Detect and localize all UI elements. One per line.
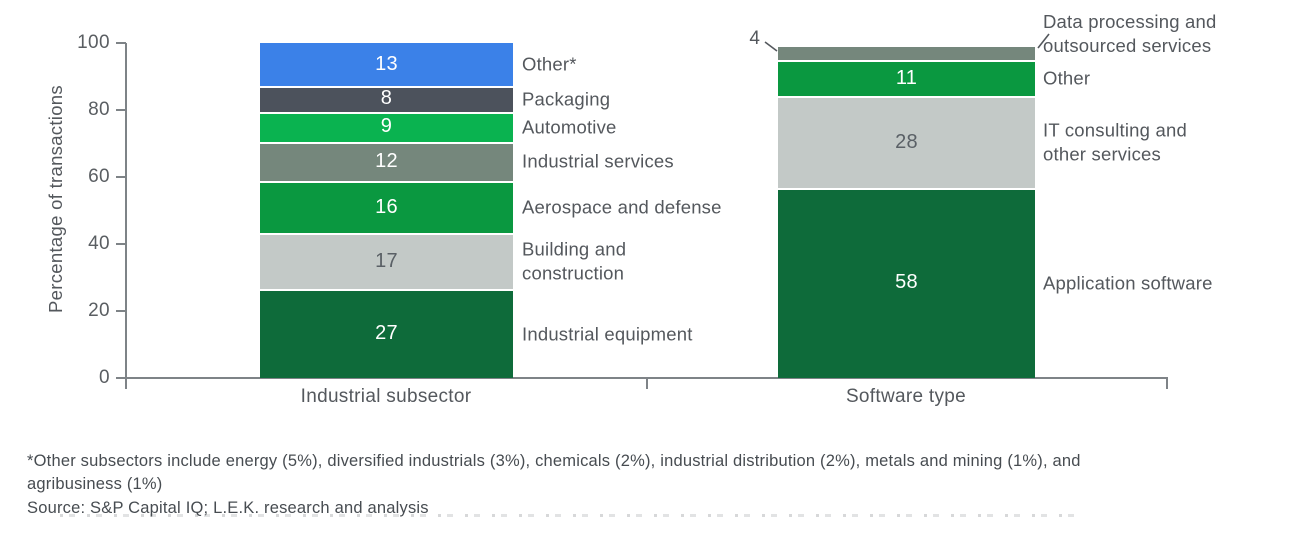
- segment-label: Industrial services: [522, 150, 674, 172]
- bar-segment: [260, 141, 513, 181]
- bar-segment: [260, 233, 513, 290]
- bar-segment: [260, 85, 513, 112]
- footnote-block: *Other subsectors include energy (5%), d…: [27, 450, 1283, 520]
- segment-value: 4: [749, 28, 760, 49]
- y-tick-mark: [116, 310, 126, 312]
- category-label-industrial-subsector: Industrial subsector: [300, 386, 472, 407]
- bar-segment: [778, 96, 1035, 188]
- y-tick-mark: [116, 42, 126, 44]
- bar-segment: [260, 180, 513, 234]
- y-tick-label: 0: [99, 367, 110, 388]
- leader-line-value-4: [764, 41, 778, 52]
- y-tick-label: 60: [88, 166, 110, 187]
- segment-label: Aerospace and defense: [522, 196, 722, 218]
- segment-label: IT consulting and other services: [1043, 119, 1187, 165]
- y-tick-label: 100: [77, 32, 110, 53]
- bar-segment: [778, 187, 1035, 378]
- segment-label: Industrial equipment: [522, 322, 693, 344]
- x-tick-mark: [645, 377, 648, 389]
- segment-label: Other*: [522, 53, 577, 75]
- y-tick-mark: [116, 243, 126, 245]
- segment-label: Automotive: [522, 116, 617, 137]
- footnote-line-2: agribusiness (1%): [27, 475, 163, 494]
- cropped-text-artifact: [60, 514, 1082, 517]
- bar-segment: [778, 47, 1035, 61]
- source-line: Source: S&P Capital IQ; L.E.K. research …: [27, 498, 429, 517]
- y-tick-label: 80: [88, 99, 110, 120]
- segment-label: Application software: [1043, 272, 1213, 294]
- bar-segment: [260, 111, 513, 142]
- y-tick-mark: [116, 109, 126, 111]
- bar-segment: [260, 289, 513, 378]
- segment-label: Data processing and outsourced services: [1043, 11, 1217, 56]
- y-tick-label: 40: [88, 233, 110, 254]
- y-axis-line: [125, 43, 127, 379]
- x-tick-mark: [125, 377, 127, 389]
- footnote-line-1: *Other subsectors include energy (5%), d…: [27, 452, 1081, 470]
- bar-segment: [260, 43, 513, 86]
- bar-segment: [778, 60, 1035, 97]
- y-tick-label: 20: [88, 300, 110, 321]
- segment-label: Other: [1043, 67, 1091, 89]
- segment-label: Packaging: [522, 88, 611, 110]
- y-tick-mark: [116, 176, 126, 178]
- x-tick-mark: [1166, 377, 1168, 389]
- y-tick-mark: [116, 377, 126, 379]
- category-label-software-type: Software type: [845, 386, 967, 407]
- segment-label: Building and construction: [522, 238, 627, 284]
